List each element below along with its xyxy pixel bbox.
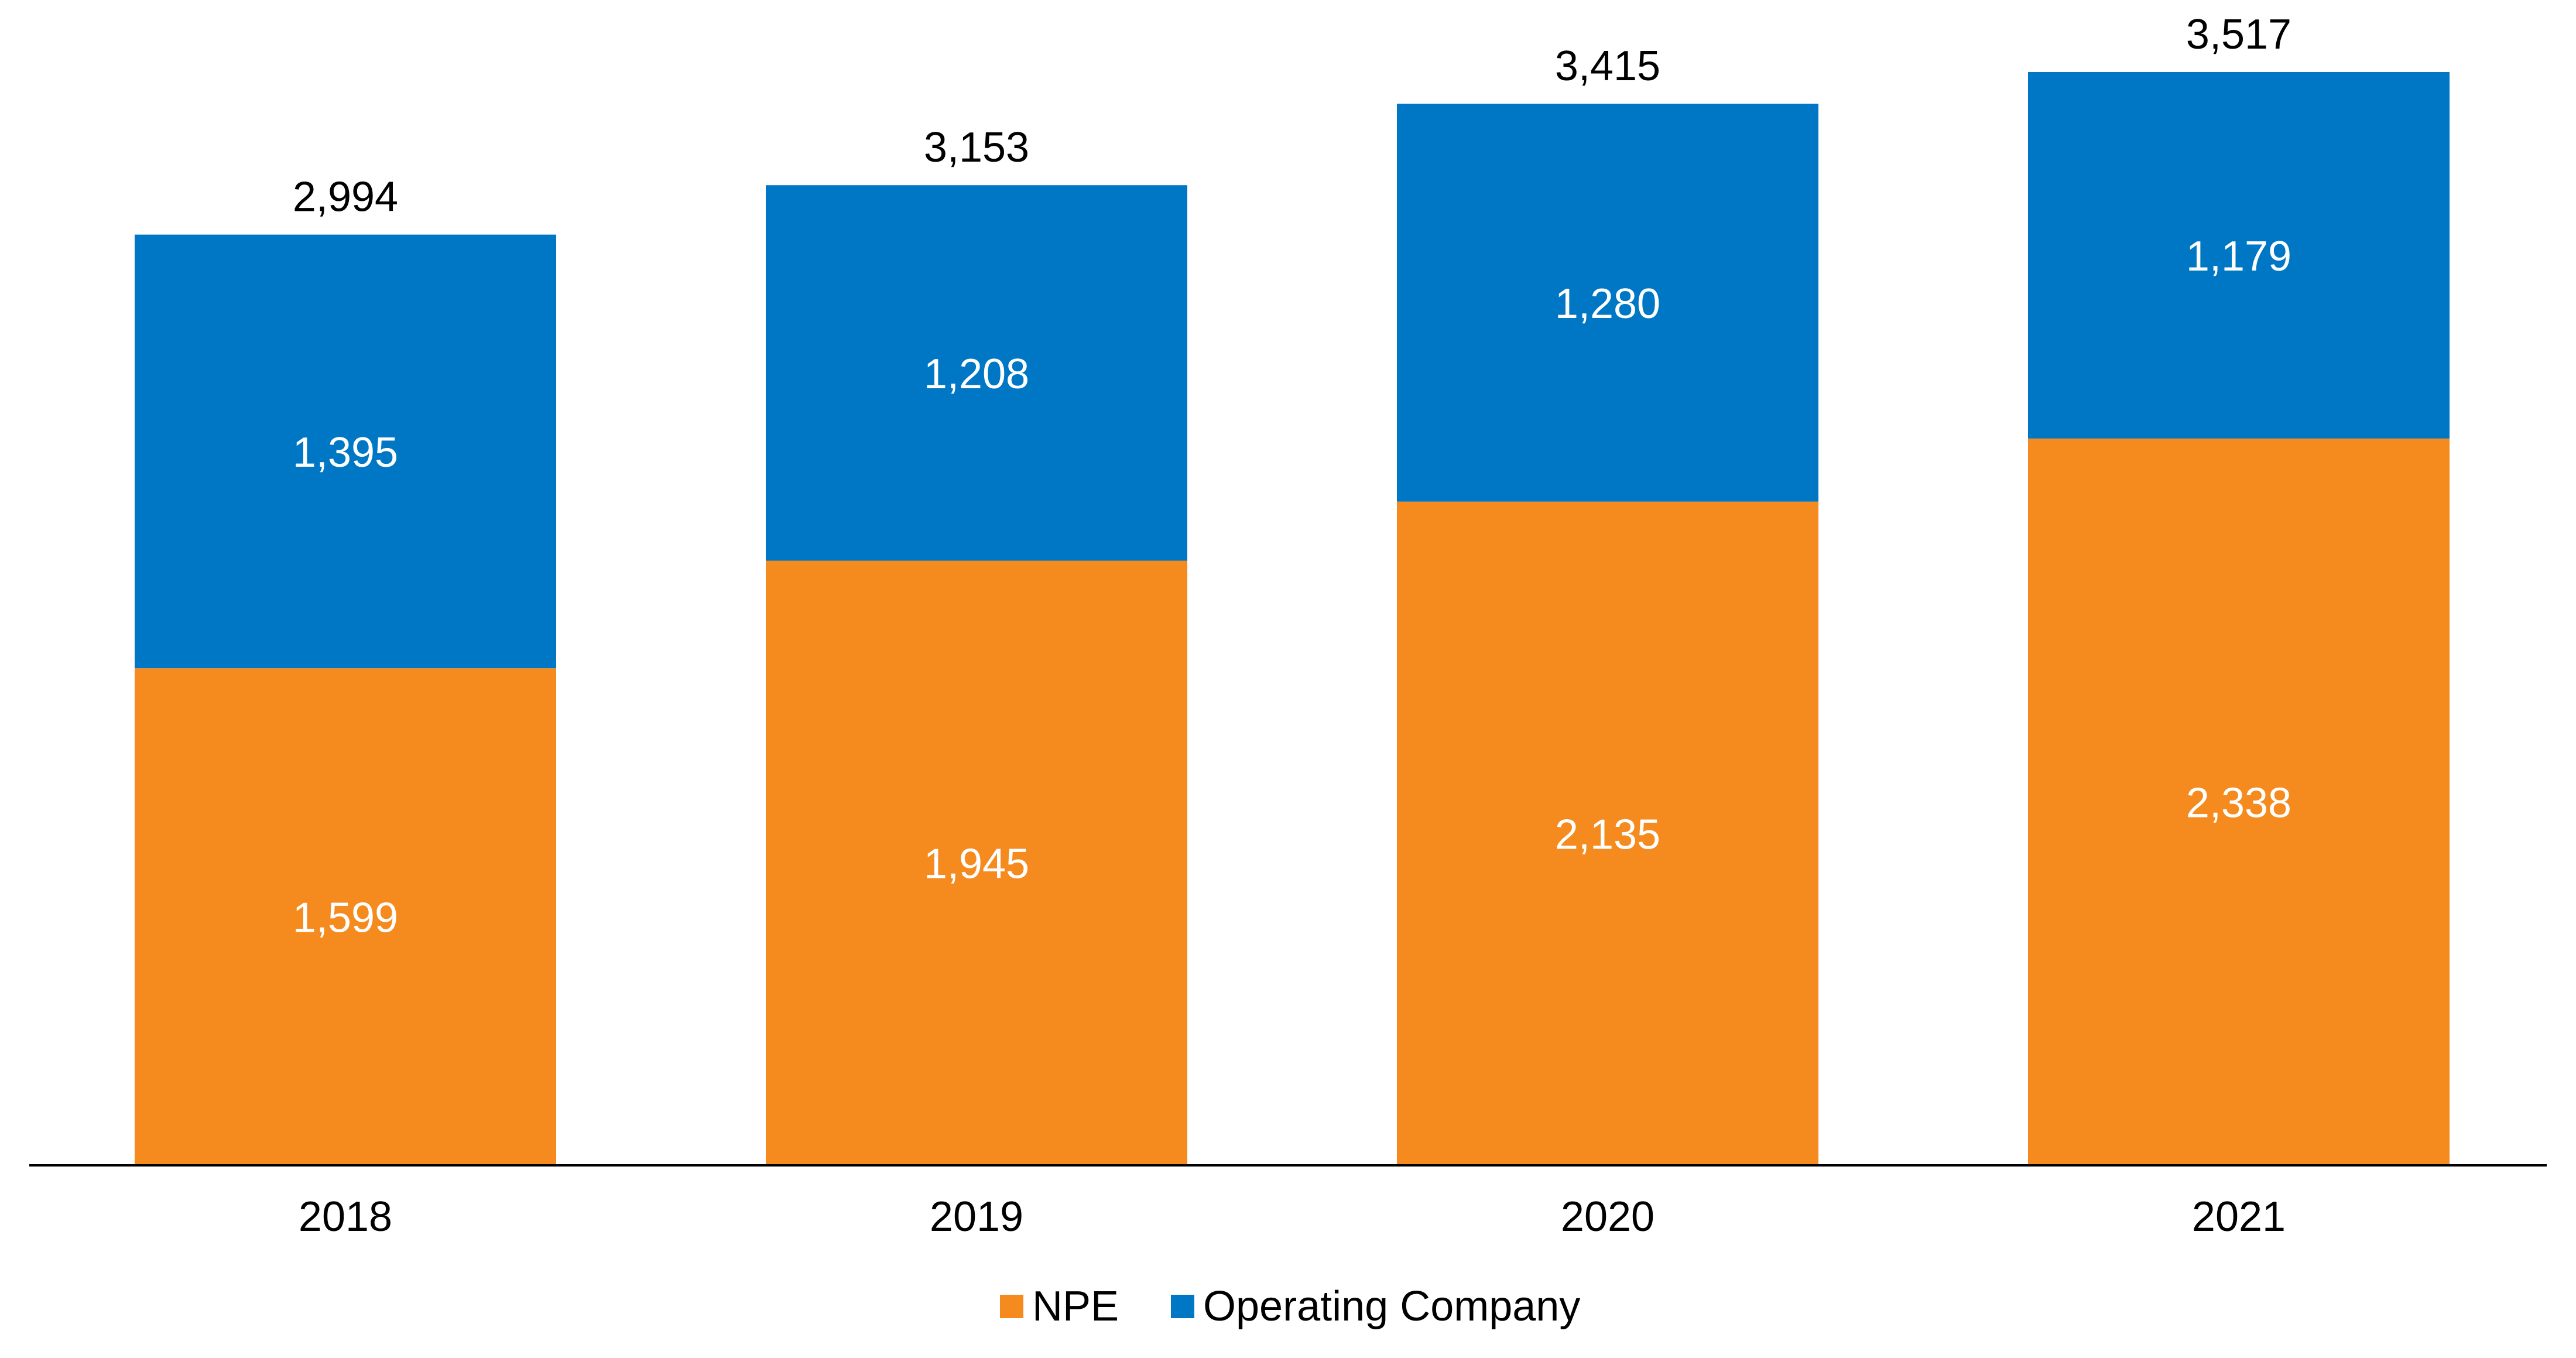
legend-label-operating-company: Operating Company bbox=[1203, 1283, 1580, 1330]
total-label-2021: 3,517 bbox=[2186, 11, 2291, 58]
x-tick-label-2020: 2020 bbox=[1561, 1193, 1654, 1240]
bars-layer bbox=[135, 72, 2450, 1165]
data-label-npe-2019: 1,945 bbox=[924, 841, 1029, 888]
data-label-operating-company-2018: 1,395 bbox=[293, 429, 398, 476]
total-label-2020: 3,415 bbox=[1555, 43, 1660, 90]
total-label-2018: 2,994 bbox=[293, 174, 398, 221]
data-label-npe-2021: 2,338 bbox=[2186, 779, 2291, 826]
total-label-2019: 3,153 bbox=[924, 124, 1029, 171]
legend-label-npe: NPE bbox=[1032, 1283, 1119, 1330]
x-tick-label-2019: 2019 bbox=[930, 1193, 1023, 1240]
legend-swatch-npe bbox=[1000, 1295, 1023, 1318]
total-labels-layer: 2,994 3,153 3,415 3,517 bbox=[293, 11, 2291, 221]
data-label-npe-2020: 2,135 bbox=[1555, 811, 1660, 858]
segment-labels-layer: 1,599 1,395 1,945 1,208 2,135 1,280 2,338 1,179 bbox=[293, 233, 2291, 942]
x-tick-labels-layer: 2018 2019 2020 2021 bbox=[299, 1193, 2286, 1240]
data-label-npe-2018: 1,599 bbox=[293, 895, 398, 942]
data-label-operating-company-2021: 1,179 bbox=[2186, 233, 2291, 280]
legend-swatch-operating-company bbox=[1171, 1295, 1194, 1318]
legend: NPE Operating Company bbox=[1000, 1283, 1580, 1330]
data-label-operating-company-2020: 1,280 bbox=[1555, 281, 1660, 327]
x-tick-label-2021: 2021 bbox=[2192, 1193, 2286, 1240]
x-tick-label-2018: 2018 bbox=[299, 1193, 392, 1240]
data-label-operating-company-2019: 1,208 bbox=[924, 351, 1029, 398]
